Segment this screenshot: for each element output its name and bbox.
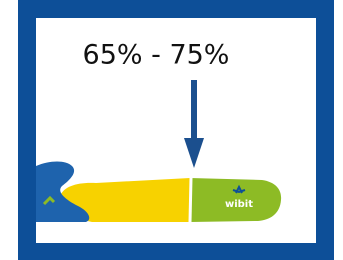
divider bbox=[190, 178, 191, 222]
percent-label: 65% - 75% bbox=[83, 40, 230, 71]
diagram: 65% - 75% wibit bbox=[0, 0, 343, 260]
logo-text: wibit bbox=[225, 199, 253, 210]
